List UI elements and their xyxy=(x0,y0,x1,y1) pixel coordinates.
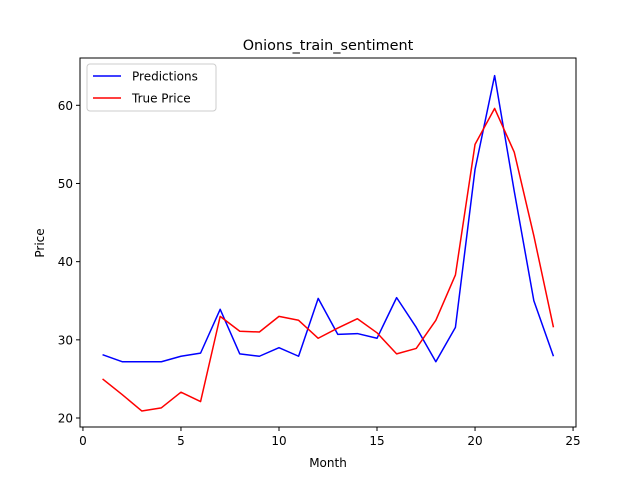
legend-label-true-price: True Price xyxy=(131,92,191,106)
y-tick-label: 30 xyxy=(58,333,73,347)
y-tick-label: 50 xyxy=(58,177,73,191)
plot-area xyxy=(79,57,577,428)
series-line-predictions xyxy=(102,74,555,363)
plot-border xyxy=(79,57,577,428)
x-axis-label: Month xyxy=(309,456,347,470)
x-tick-label: 25 xyxy=(565,434,580,448)
x-axis: 0 5 10 15 20 25 xyxy=(79,427,581,448)
series-layer xyxy=(102,74,555,412)
x-tick-label: 5 xyxy=(177,434,185,448)
y-axis: 20 30 40 50 60 xyxy=(58,99,80,426)
series-line-true-price xyxy=(102,107,555,412)
y-tick-label: 60 xyxy=(58,99,73,113)
y-tick-label: 40 xyxy=(58,255,73,269)
x-tick-label: 0 xyxy=(79,434,87,448)
x-tick-label: 15 xyxy=(369,434,384,448)
legend-label-predictions: Predictions xyxy=(132,70,198,84)
x-tick-label: 20 xyxy=(467,434,482,448)
plot-frame xyxy=(80,58,576,427)
y-tick-label: 20 xyxy=(58,412,73,426)
chart-title: Onions_train_sentiment xyxy=(243,38,414,54)
legend: Predictions True Price xyxy=(86,63,217,112)
x-tick-label: 10 xyxy=(271,434,286,448)
y-axis-label: Price xyxy=(33,228,47,257)
